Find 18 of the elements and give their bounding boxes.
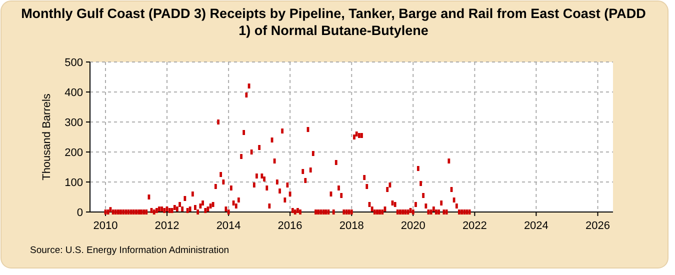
x-tick-label: 2020 (400, 220, 426, 232)
x-tick-label: 2010 (93, 220, 118, 232)
y-tick-label: 0 (76, 206, 83, 219)
y-tick-label: 300 (64, 116, 83, 129)
x-tick-label: 2012 (154, 220, 180, 232)
y-tick-label: 100 (64, 176, 83, 189)
chart-title: Monthly Gulf Coast (PADD 3) Receipts by Pipeline, Tanker, Barge and Rail from East Coast (PADD 1) of Normal Butane-Butylene (21, 6, 646, 38)
x-tick-label: 2024 (524, 220, 548, 232)
x-tick-label: 2014 (216, 220, 241, 232)
y-tick-label: 400 (64, 86, 83, 99)
x-tick-label: 2026 (586, 220, 610, 232)
x-tick-label: 2016 (278, 220, 302, 232)
y-tick-label: 500 (64, 56, 83, 69)
y-axis-title: Thousand Barrels (41, 93, 53, 180)
x-tick-label: 2022 (462, 220, 487, 232)
source-note: Source: U.S. Energy Information Administration (30, 245, 230, 256)
y-tick-label: 200 (64, 146, 83, 159)
x-tick-label: 2018 (339, 220, 364, 232)
